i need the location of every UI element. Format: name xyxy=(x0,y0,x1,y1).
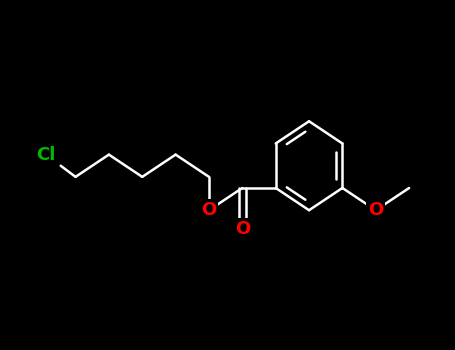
Text: O: O xyxy=(202,201,217,219)
Text: O: O xyxy=(368,201,384,219)
Text: O: O xyxy=(235,220,250,238)
Text: Cl: Cl xyxy=(36,146,56,163)
